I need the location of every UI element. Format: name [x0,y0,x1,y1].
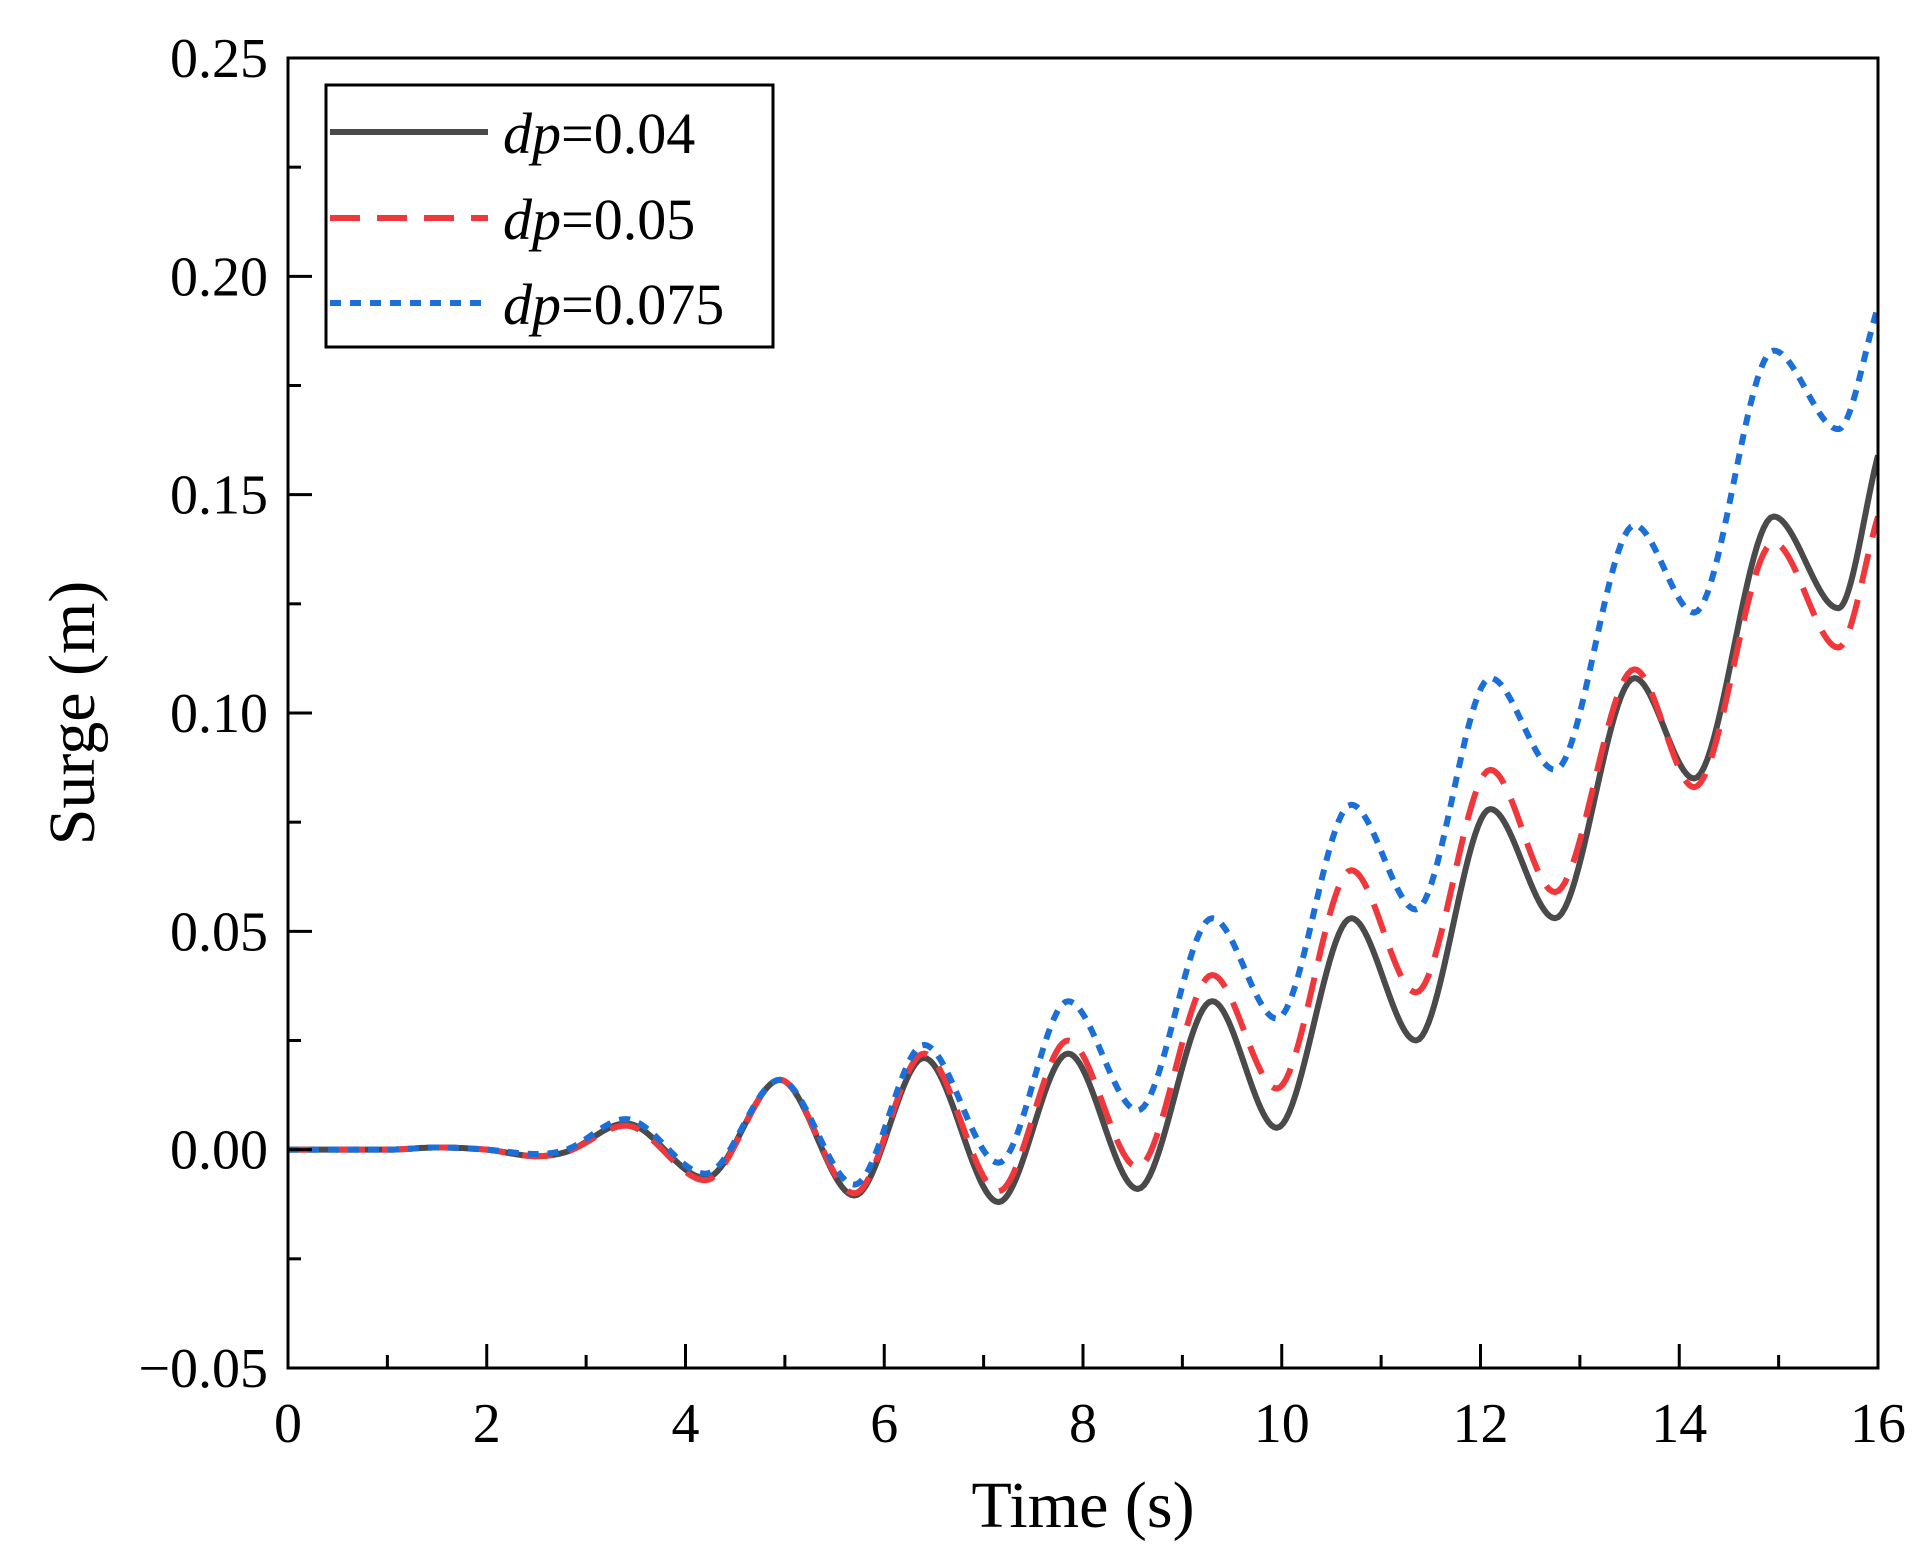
series-line-2 [288,306,1878,1188]
y-tick-label: 0.10 [170,683,268,745]
x-axis-ticks: 0 2 4 6 8 10 12 14 16 [274,1344,1906,1455]
legend-label-value: =0.075 [561,272,724,337]
x-tick-label: 12 [1453,1393,1509,1455]
x-tick-label: 16 [1850,1393,1906,1455]
y-tick-label: 0.20 [170,246,268,308]
legend-label-2: dp=0.075 [503,272,724,337]
y-tick-label: 0.00 [170,1120,268,1182]
legend-label-value: =0.04 [561,101,695,166]
y-axis-title: Surge (m) [36,581,109,846]
series-layer [288,306,1878,1206]
x-tick-label: 4 [672,1393,700,1455]
x-tick-label: 14 [1651,1393,1707,1455]
y-axis-ticks: −0.05 0.00 0.05 0.10 0.15 0.20 0.25 [138,28,312,1400]
y-tick-label: 0.05 [170,901,268,963]
x-tick-label: 10 [1254,1393,1310,1455]
x-tick-label: 2 [473,1393,501,1455]
legend-label-italic: dp [503,187,561,252]
y-tick-label: 0.15 [170,465,268,527]
series-line-1 [288,515,1878,1197]
y-tick-label: 0.25 [170,28,268,90]
y-tick-label: −0.05 [138,1338,268,1400]
x-tick-label: 0 [274,1393,302,1455]
x-tick-label: 8 [1069,1393,1097,1455]
series-line-0 [288,454,1878,1206]
legend-label-value: =0.05 [561,187,695,252]
legend-label-1: dp=0.05 [503,187,695,252]
legend-label-0: dp=0.04 [503,101,695,166]
legend-label-italic: dp [503,101,561,166]
legend-label-italic: dp [503,272,561,337]
x-axis-title: Time (s) [971,1469,1194,1542]
x-tick-label: 6 [870,1393,898,1455]
